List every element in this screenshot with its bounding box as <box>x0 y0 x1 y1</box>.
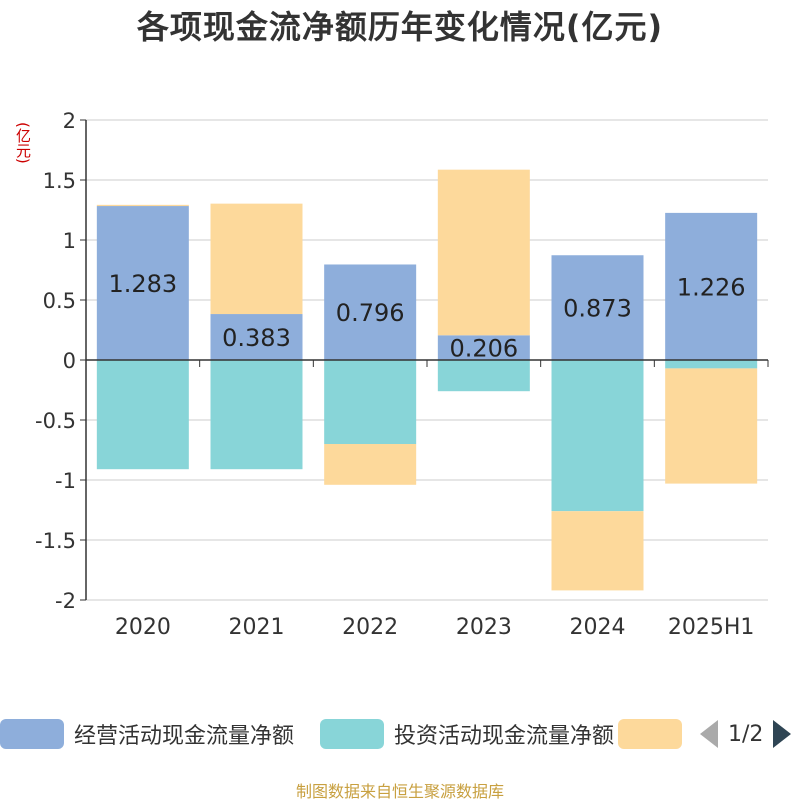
bar-series-2-2024[interactable] <box>551 511 644 591</box>
bar-series-1-2024[interactable] <box>551 360 644 512</box>
y-tick-label: 1 <box>63 229 76 253</box>
grid-lines <box>86 119 768 601</box>
bar-series-1-2020[interactable] <box>96 360 189 470</box>
data-label: 0.796 <box>336 299 405 327</box>
bar-series-0-2025H1[interactable] <box>665 212 758 360</box>
bar-series-2-2025H1[interactable] <box>665 368 758 484</box>
legend-label-operating: 经营活动现金流量净额 <box>74 724 295 749</box>
bar-series-0-2023[interactable] <box>437 335 530 360</box>
x-tick-label: 2024 <box>570 615 626 640</box>
data-label: 1.283 <box>108 270 177 298</box>
y-tick-label: -1.5 <box>35 529 76 553</box>
bar-series-0-2020[interactable] <box>96 206 189 360</box>
y-axis-unit-label: (亿元) <box>14 122 32 164</box>
bar-series-2-2022[interactable] <box>324 444 417 485</box>
legend-item-operating[interactable]: 经营活动现金流量净额 <box>0 716 294 752</box>
data-label: 1.226 <box>677 273 746 301</box>
axes: 2 1.5 1 0.5 0 -0.5 -1 -1.5 -2 2020 2021 2022 2023 202… <box>35 109 769 640</box>
legend-swatch-operating <box>0 719 64 749</box>
legend-prev-page-icon[interactable] <box>700 720 718 748</box>
legend-page-indicator: 1/2 <box>728 721 764 747</box>
legend-swatch-investing <box>320 719 384 749</box>
y-tick-label: -1 <box>55 469 76 493</box>
x-tick-label: 2025H1 <box>668 615 755 640</box>
legend-item-investing[interactable]: 投资活动现金流量净额 <box>320 716 614 752</box>
x-tick-label: 2022 <box>342 615 398 640</box>
y-tick-label: 2 <box>63 109 76 133</box>
legend-next-page-icon[interactable] <box>773 720 792 748</box>
data-label: 0.383 <box>222 324 291 352</box>
y-tick-label: -2 <box>55 589 76 613</box>
bar-series-0-2024[interactable] <box>551 255 644 360</box>
legend-swatch-third <box>618 719 682 749</box>
legend-item-third[interactable] <box>618 716 692 752</box>
x-tick-label: 2023 <box>456 615 512 640</box>
bar-series-0-2022[interactable] <box>324 264 417 360</box>
bar-series-1-2021[interactable] <box>210 360 303 470</box>
bar-series-2-2021[interactable] <box>210 203 303 315</box>
legend-pager: 1/2 <box>700 716 792 752</box>
x-tick-label: 2021 <box>229 615 285 640</box>
bar-series-1-2023[interactable] <box>437 360 530 392</box>
bar-series-1-2025H1[interactable] <box>665 360 758 369</box>
chart-plot: 2 1.5 1 0.5 0 -0.5 -1 -1.5 -2 2020 2021 2022 2023 202… <box>35 109 769 640</box>
bar-series-1-2022[interactable] <box>324 360 417 444</box>
data-labels: 1.283 0.383 0.796 0.206 0.873 1.226 <box>108 270 745 363</box>
y-tick-label: 0 <box>63 349 76 373</box>
chart-title: 各项现金流净额历年变化情况(亿元) <box>136 8 664 46</box>
y-tick-label: 0.5 <box>43 289 76 313</box>
bar-series-2-2023[interactable] <box>437 169 530 336</box>
x-tick-label: 2020 <box>115 615 171 640</box>
bars <box>96 169 758 591</box>
data-label: 0.873 <box>563 295 632 323</box>
y-tick-label: -0.5 <box>35 409 76 433</box>
bar-series-0-2021[interactable] <box>210 314 303 360</box>
data-label: 0.206 <box>449 335 518 363</box>
bar-series-2-2020[interactable] <box>96 204 189 207</box>
legend-label-investing: 投资活动现金流量净额 <box>394 724 615 749</box>
source-note: 制图数据来自恒生聚源数据库 <box>295 782 504 801</box>
legend: 经营活动现金流量净额 投资活动现金流量净额 1/2 <box>0 716 800 752</box>
y-tick-label: 1.5 <box>43 169 76 193</box>
